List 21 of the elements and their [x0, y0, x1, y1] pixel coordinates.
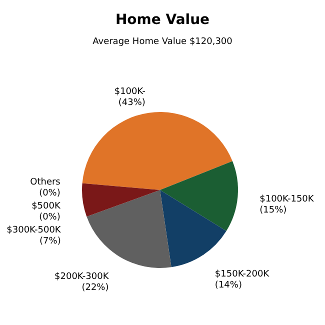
category-label: $500K [32, 201, 60, 212]
chart-title: Home Value [115, 12, 210, 28]
pie-slice [160, 190, 226, 268]
chart-subtitle: Average Home Value $120,300 [92, 37, 233, 47]
slice-label: $200K-300K [54, 272, 110, 282]
pie-slice [160, 161, 238, 232]
category-label: Others [30, 177, 60, 188]
pie-slice [82, 112, 232, 190]
slice-label: $300K-500K [6, 225, 62, 236]
data-label: (22%) [82, 282, 109, 293]
text: (0%) [39, 188, 60, 198]
slice-label: $150K-200K [214, 270, 270, 280]
data-label: (7%) [40, 236, 61, 246]
data-label: (15%) [260, 206, 287, 216]
slice-label: $100K- [114, 87, 146, 98]
pie-slice [82, 183, 160, 217]
data-label: (14%) [214, 280, 242, 291]
text: (0%) [39, 212, 60, 222]
pie-slice [86, 190, 172, 268]
data-label: (43%) [118, 98, 146, 108]
slice-label: $100K-150K [260, 194, 315, 205]
